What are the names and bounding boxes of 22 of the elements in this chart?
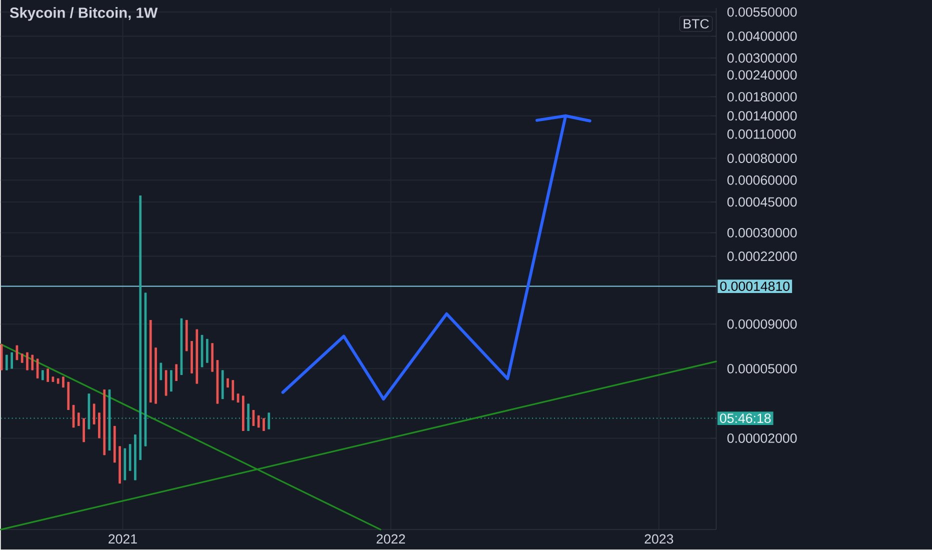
y-tick-label: 0.00005000 xyxy=(727,364,797,374)
y-tick-label: 0.00045000 xyxy=(727,197,797,207)
y-tick-label: 0.00080000 xyxy=(727,154,797,164)
text: 05:46:18 xyxy=(720,414,771,424)
x-tick-label: 2023 xyxy=(644,534,674,544)
y-tick-label: 0.00550000 xyxy=(727,8,797,17)
y-axis-title: BTC xyxy=(684,19,709,29)
y-tick-label: 0.00400000 xyxy=(727,32,797,42)
y-tick-label: 0.00002000 xyxy=(727,434,797,444)
y-tick-label: 0.00240000 xyxy=(727,70,797,80)
y-tick-label: 0.00060000 xyxy=(727,176,797,186)
y-tick-label: 0.00180000 xyxy=(727,92,797,102)
x-tick-label: 2021 xyxy=(108,534,137,544)
ref-line-label: 0.00014810 xyxy=(720,282,790,292)
x-tick-label: 2022 xyxy=(376,534,405,544)
y-tick-label: 0.00110000 xyxy=(727,130,796,140)
y-tick-label: 0.00030000 xyxy=(727,228,797,238)
y-tick-label: 0.00300000 xyxy=(727,54,797,63)
chart-title: Skycoin / Bitcoin, 1W xyxy=(10,7,158,22)
y-tick-label: 0.00022000 xyxy=(727,252,797,262)
y-tick-label: 0.00140000 xyxy=(727,111,797,121)
y-tick-label: 0.00009000 xyxy=(727,320,797,330)
